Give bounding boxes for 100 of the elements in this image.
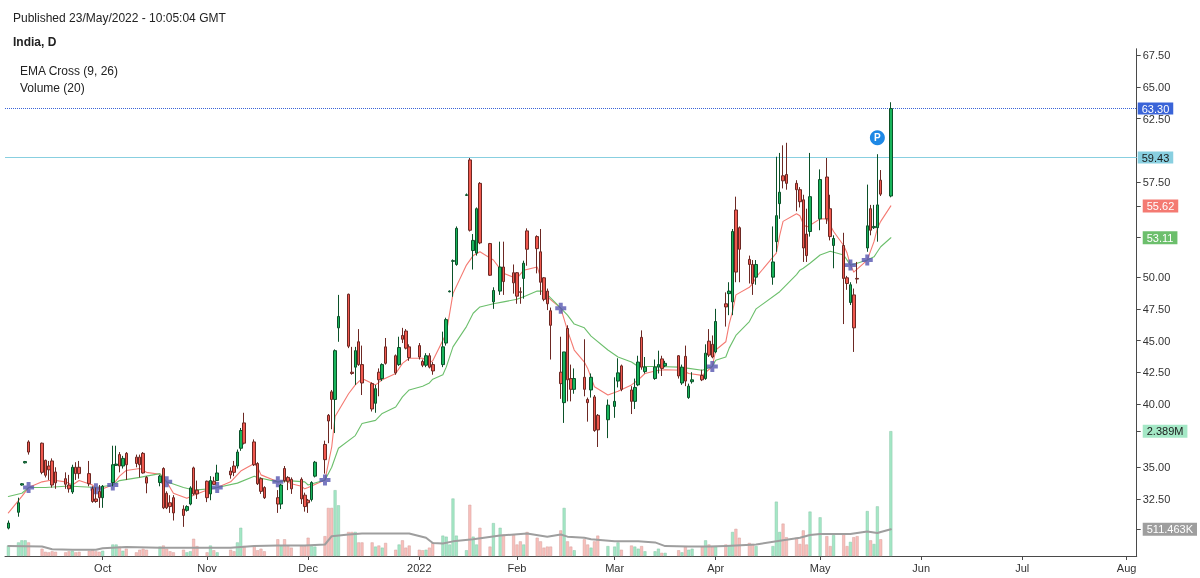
y-tick-label: 55.62: [1146, 199, 1175, 212]
bar: [818, 517, 822, 556]
bar: [714, 546, 718, 556]
bar: [138, 549, 142, 556]
bar: [188, 551, 192, 556]
point: [555, 302, 567, 314]
bar: [889, 431, 893, 556]
bar: [370, 542, 374, 556]
bar: [97, 551, 101, 556]
bar: [357, 542, 361, 556]
bar: [852, 537, 856, 556]
y-tick-label: 47.50: [1142, 302, 1171, 315]
candlestick: [141, 451, 145, 475]
candlestick: [310, 480, 313, 502]
bar: [252, 546, 256, 556]
candlestick: [64, 471, 67, 490]
candlestick: [572, 367, 576, 395]
bar: [633, 546, 637, 556]
bar: [683, 546, 687, 556]
bar: [640, 546, 644, 556]
bar: [407, 545, 411, 556]
bar: [310, 546, 314, 556]
candlestick: [832, 234, 835, 269]
y-tick-label: 67.50: [1142, 49, 1171, 62]
candlestick: [232, 460, 236, 477]
bar: [313, 546, 317, 556]
candlestick: [795, 179, 798, 212]
candlestick: [754, 259, 758, 286]
candlestick: [121, 455, 125, 470]
bar: [565, 541, 569, 556]
candlestick: [125, 451, 128, 481]
y-tick-label: 65.00: [1142, 81, 1171, 94]
candlestick: [690, 371, 694, 385]
point: [211, 482, 223, 494]
bar: [643, 551, 647, 556]
candlestick: [731, 228, 734, 316]
candlestick: [94, 487, 98, 504]
y-tick-label: 57.50: [1142, 176, 1171, 189]
candlestick: [869, 204, 872, 236]
candlestick: [276, 489, 280, 514]
x-tick-label: Jul: [1015, 561, 1030, 574]
y-tick-label: 42.50: [1142, 366, 1171, 379]
candlestick: [397, 336, 401, 367]
bar: [441, 535, 445, 556]
bar: [865, 511, 869, 556]
candlestick: [145, 475, 148, 494]
line-series: [7, 528, 892, 551]
candlestick: [852, 288, 856, 353]
candlestick: [704, 343, 707, 381]
candlestick: [418, 342, 421, 361]
bar: [101, 550, 105, 556]
candlestick: [20, 482, 24, 487]
bar: [498, 527, 502, 556]
candlestick: [478, 181, 482, 245]
candlestick: [337, 294, 340, 343]
bar: [40, 548, 44, 556]
candlestick: [643, 356, 647, 374]
point: [706, 361, 718, 373]
bar: [690, 548, 694, 556]
bar: [205, 552, 209, 556]
bar: [185, 552, 189, 556]
bar: [171, 552, 175, 556]
candlestick: [77, 460, 81, 480]
bar: [825, 536, 829, 556]
point: [272, 476, 284, 488]
bar: [656, 548, 660, 556]
bar: [606, 546, 610, 556]
candlestick: [71, 464, 74, 495]
candlestick: [562, 351, 566, 424]
bar: [47, 552, 51, 556]
candlestick: [158, 474, 162, 487]
bar: [613, 546, 617, 556]
x-tick-label: 2022: [407, 561, 432, 574]
y-tick-label: 50.00: [1142, 271, 1171, 284]
candlestick: [465, 193, 468, 197]
candlestick: [492, 286, 495, 310]
candlestick: [751, 259, 754, 296]
candlestick: [502, 241, 505, 296]
y-tick-label: 40.00: [1142, 397, 1171, 410]
candlestick: [279, 483, 283, 510]
bar: [582, 539, 586, 556]
candlestick: [734, 196, 738, 283]
bar: [431, 542, 435, 556]
candlestick: [559, 336, 563, 400]
bar: [384, 542, 388, 556]
candlestick: [384, 337, 387, 366]
candlestick: [212, 476, 216, 486]
bar: [710, 546, 714, 556]
bar: [855, 536, 859, 556]
candlestick: [781, 144, 785, 189]
bar: [417, 549, 421, 556]
bar: [397, 544, 401, 556]
bar: [50, 551, 54, 556]
candlestick: [394, 353, 397, 376]
candlestick: [566, 324, 569, 402]
bar: [478, 527, 482, 556]
candlestick: [785, 142, 788, 191]
candlestick: [370, 381, 374, 413]
y-tick-label: 53.11: [1146, 231, 1174, 244]
candlestick: [290, 476, 293, 495]
